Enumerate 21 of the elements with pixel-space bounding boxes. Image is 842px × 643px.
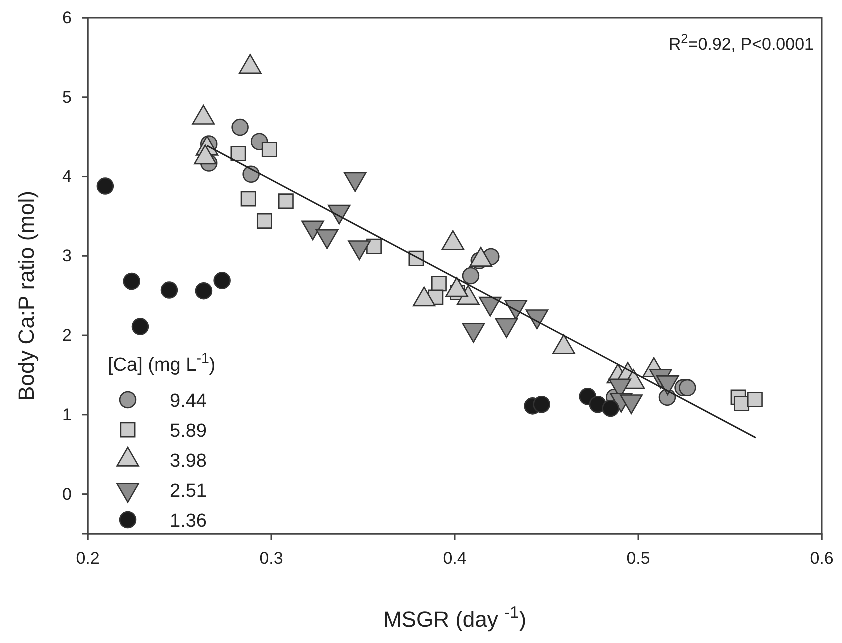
annotation: R$^{2}$=0.92, P<0.0001 xyxy=(668,30,814,54)
y-tick-label: 4 xyxy=(62,167,72,186)
legend-label: 9.44 xyxy=(170,391,208,412)
legend-title: [Ca] (mg L$^{-1}$) xyxy=(108,351,216,376)
x-tick-label: 0.5 xyxy=(626,549,650,568)
y-tick-label: 6 xyxy=(62,8,72,28)
y-tick-label: 3 xyxy=(62,246,72,266)
y-tick-label: 0 xyxy=(62,484,72,504)
legend-label: 3.98 xyxy=(170,451,207,472)
x-tick-label: 0.4 xyxy=(443,549,467,568)
y-tick-label: 5 xyxy=(62,88,72,107)
x-tick-label: 0.2 xyxy=(76,549,100,568)
legend-label: 5.89 xyxy=(170,421,207,442)
x-tick-label: 0.6 xyxy=(810,549,834,568)
legend-label: 1.36 xyxy=(170,511,207,532)
x-axis-title: MSGR (day $^{-1}$) xyxy=(383,604,527,632)
y-tick-label: 2 xyxy=(62,326,72,345)
x-tick-label: 0.3 xyxy=(260,549,284,568)
y-tick-label: 1 xyxy=(62,405,72,424)
y-axis-title: Body Ca:P ratio (mol) xyxy=(14,191,39,401)
legend-label: 2.51 xyxy=(170,481,207,502)
